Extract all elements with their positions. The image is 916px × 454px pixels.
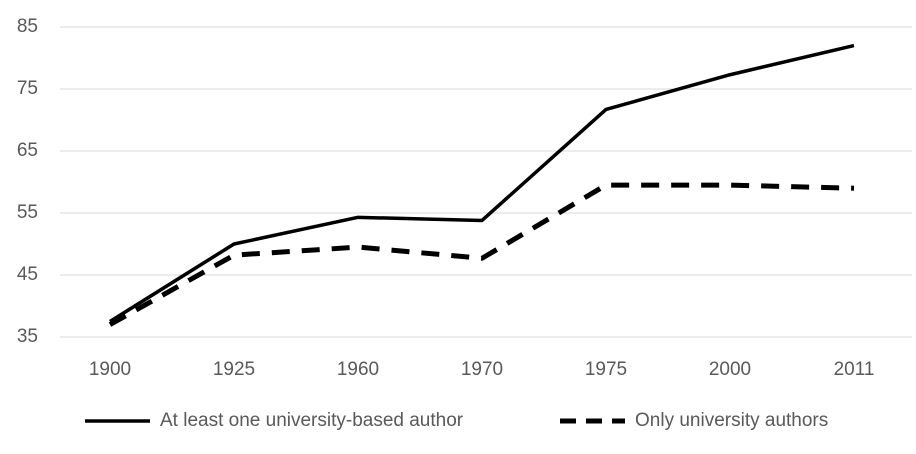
series-line xyxy=(108,182,855,327)
x-tick-label: 1975 xyxy=(585,359,627,380)
x-tick-label: 1970 xyxy=(461,359,503,380)
x-tick-label: 1925 xyxy=(213,359,255,380)
y-tick-label: 75 xyxy=(17,78,38,99)
y-tick-label: 35 xyxy=(17,326,38,347)
x-tick-label: 2011 xyxy=(834,359,875,380)
y-tick-label: 45 xyxy=(17,264,38,285)
y-tick-label: 65 xyxy=(17,140,38,161)
x-tick-label: 1900 xyxy=(89,359,131,380)
legend-label: At least one university-based author xyxy=(160,410,464,431)
y-tick-label: 85 xyxy=(17,16,38,37)
legend-label: Only university authors xyxy=(635,410,828,431)
x-tick-label: 1960 xyxy=(337,359,379,380)
x-tick-label: 2000 xyxy=(709,359,751,380)
y-tick-label: 55 xyxy=(17,202,38,223)
series-line xyxy=(109,43,855,323)
